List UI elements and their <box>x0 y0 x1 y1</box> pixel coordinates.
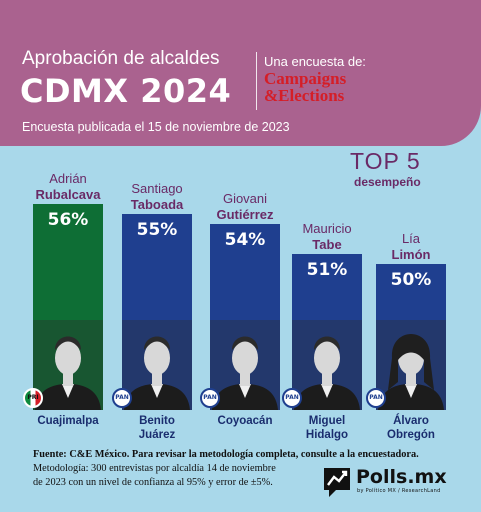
municipality-line: Hidalgo <box>305 429 349 441</box>
party-logo-icon: PAN <box>366 388 386 408</box>
survey-label: Una encuesta de: <box>264 54 366 69</box>
candidate-last-name: Limón <box>391 247 431 262</box>
publication-date: Encuesta publicada el 15 de noviembre de… <box>22 120 290 134</box>
municipality-label: Miguel Hidalgo <box>284 414 370 442</box>
header-divider <box>256 52 257 110</box>
municipality-label: Benito Juárez <box>114 414 200 442</box>
approval-value-label: 51% <box>306 260 348 280</box>
candidate-first-name: Mauricio <box>302 221 352 236</box>
brand-logo-line1: Campaigns <box>264 69 347 88</box>
candidate-photo-svg <box>33 320 103 410</box>
candidate-photo <box>292 320 362 410</box>
municipality-line: Cuajimalpa <box>37 415 99 427</box>
candidate-last-name: Taboada <box>130 197 184 212</box>
candidate-last-name: Rubalcava <box>35 187 101 202</box>
polls-mx-logo-sub: by Político MX / ResearchLand <box>357 488 441 494</box>
polls-mx-logo-icon <box>324 468 350 497</box>
party-logo-icon: PAN <box>112 388 132 408</box>
candidate-photo <box>122 320 192 410</box>
candidate-photo <box>210 320 280 410</box>
candidate-photo-svg <box>292 320 362 410</box>
municipality-line: Benito <box>139 415 175 427</box>
top5-title: TOP 5 <box>350 148 421 174</box>
methodology-line-2: de 2023 con un nivel de confianza al 95%… <box>33 477 273 488</box>
party-logo-icon: PAN <box>282 388 302 408</box>
candidate-photo-svg <box>376 320 446 410</box>
municipality-line: Coyoacán <box>217 415 273 427</box>
source-note: Fuente: C&E México. Para revisar la meto… <box>33 449 419 460</box>
candidate-first-name: Giovani <box>222 191 268 206</box>
candidate-photo-svg <box>210 320 280 410</box>
header-title: Aprobación de alcaldes <box>22 48 220 69</box>
candidate-last-name: Gutiérrez <box>216 207 274 222</box>
approval-value-label: 50% <box>390 270 432 290</box>
approval-value-label: 56% <box>47 210 89 230</box>
approval-value-label: 54% <box>224 230 266 250</box>
candidate-photo <box>376 320 446 410</box>
candidate-photo <box>33 320 103 410</box>
polls-mx-logo-text: Polls.mx <box>356 466 447 488</box>
header-year-title: CDMX 2024 <box>20 72 232 110</box>
top5-subtitle: desempeño <box>354 175 421 189</box>
municipality-line: Juárez <box>138 429 176 441</box>
municipality-line: Álvaro <box>393 415 429 427</box>
methodology-line-1: Metodología: 300 entrevistas por alcaldí… <box>33 463 276 474</box>
municipality-label: Coyoacán <box>202 414 288 428</box>
brand-logo-line2: &Elections <box>264 86 345 105</box>
candidate-first-name: Adrián <box>49 171 87 186</box>
approval-value-label: 55% <box>136 220 178 240</box>
municipality-label: Cuajimalpa <box>25 414 111 428</box>
party-logo-icon: PRI <box>23 388 43 408</box>
candidate-photo-svg <box>122 320 192 410</box>
candidate-first-name: Santiago <box>131 181 183 196</box>
municipality-label: Álvaro Obregón <box>368 414 454 442</box>
municipality-line: Obregón <box>387 429 435 441</box>
candidate-last-name: Tabe <box>312 237 342 252</box>
municipality-line: Miguel <box>308 415 346 427</box>
party-logo-icon: PAN <box>200 388 220 408</box>
candidate-first-name: Lía <box>401 231 421 246</box>
header-banner: Aprobación de alcaldes CDMX 2024 Una enc… <box>0 0 481 146</box>
